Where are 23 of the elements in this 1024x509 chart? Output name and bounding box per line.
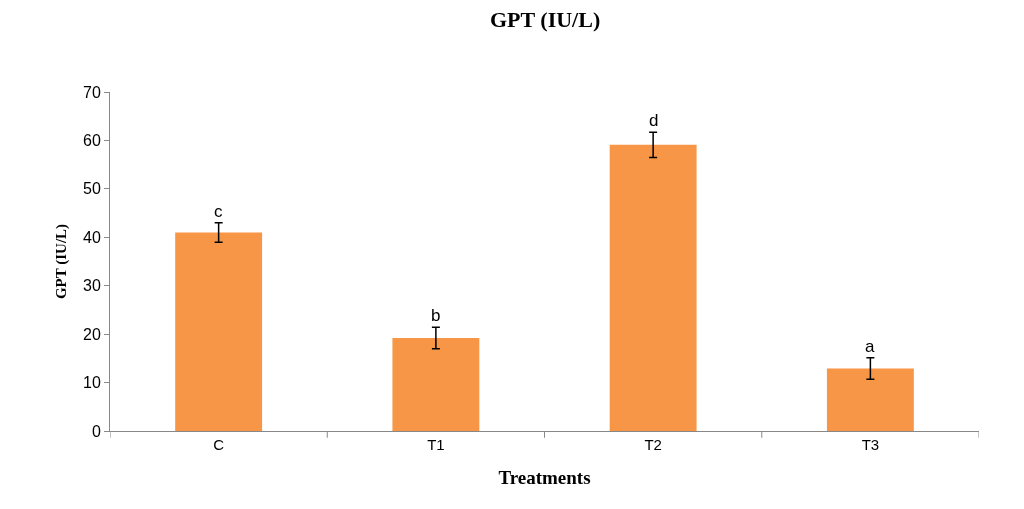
y-tick-label: 40 (83, 228, 101, 246)
bar (392, 338, 480, 431)
annotation: c (214, 202, 223, 221)
x-tick-label: T3 (861, 436, 880, 453)
y-tick-label: 60 (83, 132, 101, 150)
x-axis-title: Treatments (498, 466, 591, 488)
bar (826, 368, 914, 431)
y-axis-title: GPT (IU/L) (490, 7, 601, 32)
y-tick-label: 50 (83, 180, 101, 198)
annotation: d (649, 111, 659, 130)
bar (609, 144, 697, 431)
y-tick-label: 30 (83, 277, 101, 295)
annotation: a (865, 337, 875, 356)
x-tick-label: T2 (644, 436, 662, 453)
annotation: b (431, 306, 441, 325)
y-tick-label: 70 (83, 83, 101, 101)
y-tick-label: 20 (83, 325, 101, 343)
x-tick-label: C (213, 436, 225, 453)
y-tick-label: 10 (83, 374, 101, 392)
x-tick-label: T1 (427, 436, 445, 453)
bar (175, 232, 263, 431)
y-tick-label: 0 (91, 422, 101, 440)
text: GPT (IU/L) (53, 223, 71, 300)
